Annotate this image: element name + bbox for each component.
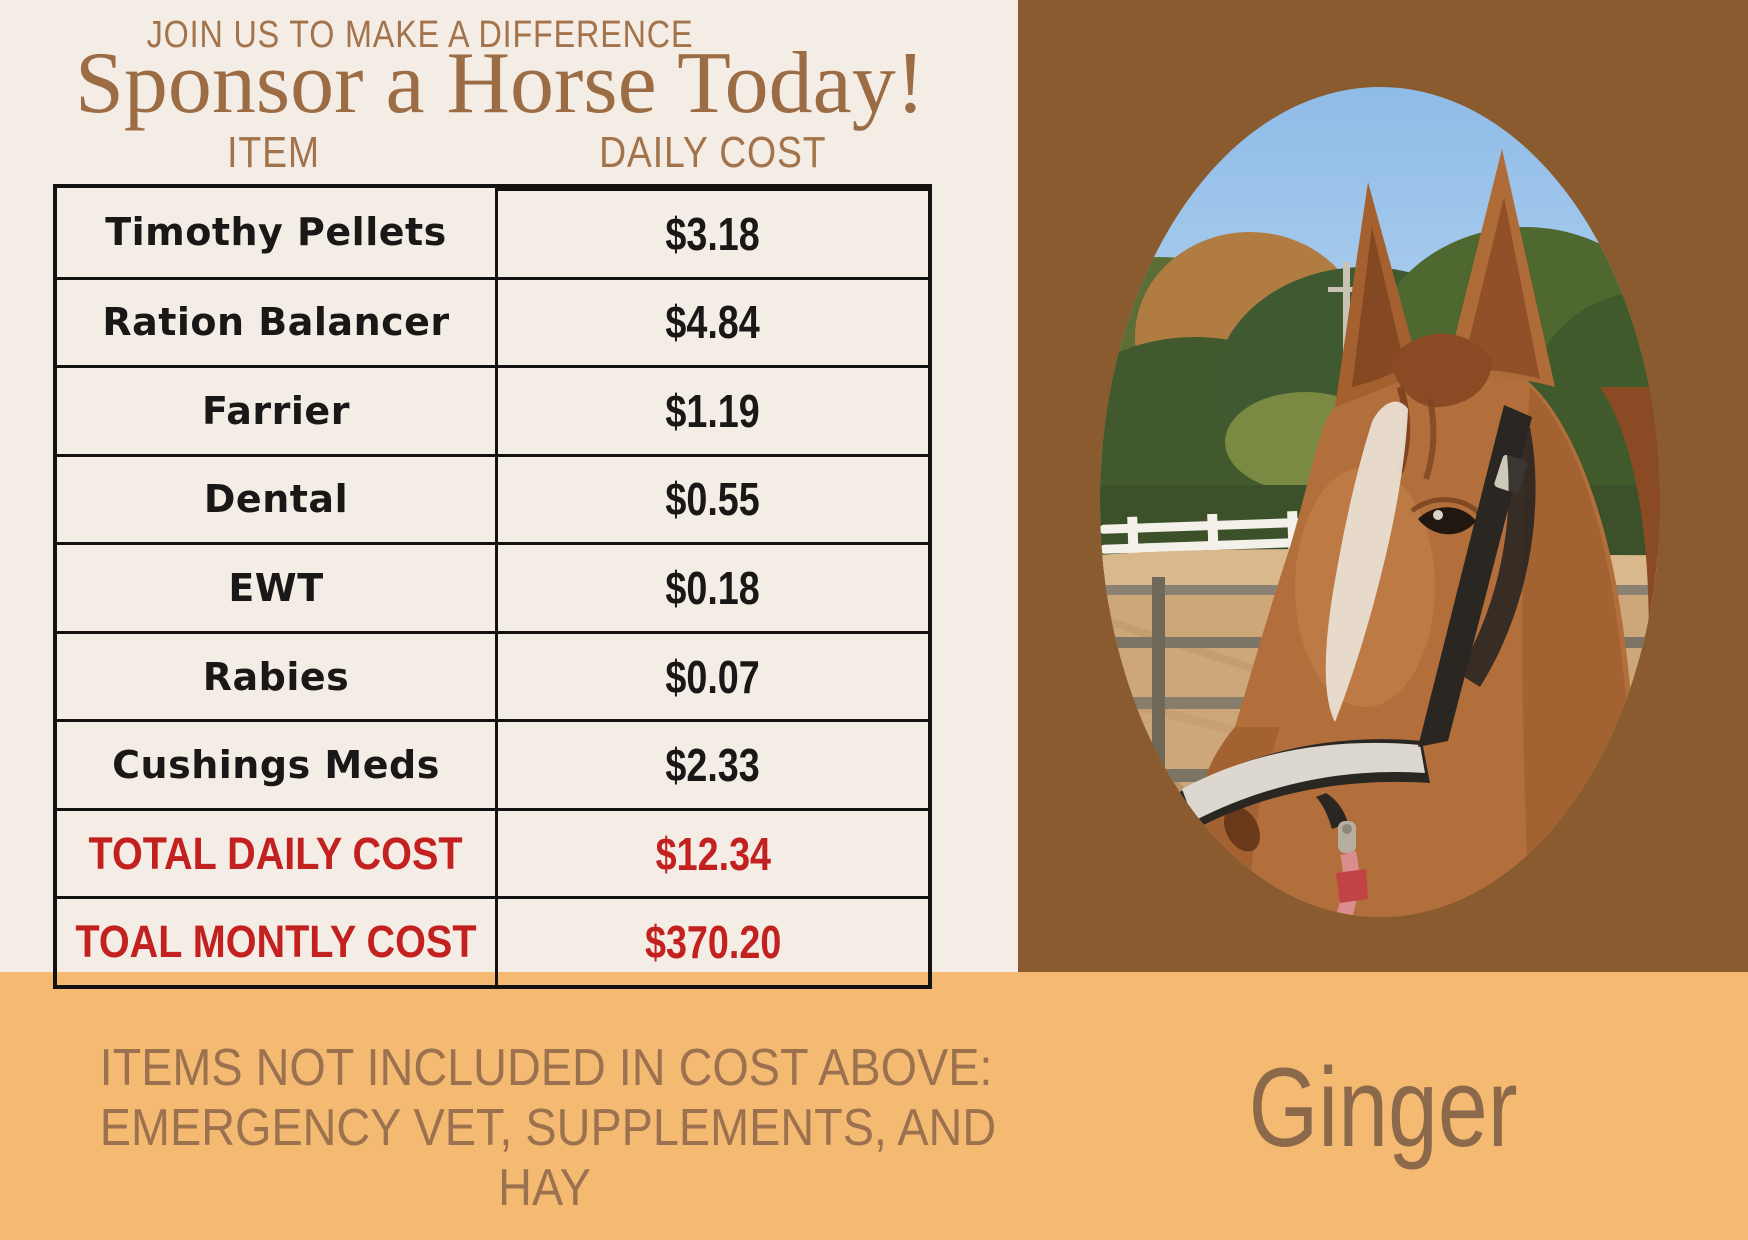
horse-photo xyxy=(1100,87,1660,917)
cost-value: $2.33 xyxy=(665,739,761,792)
cost-value: $4.84 xyxy=(665,296,761,349)
cost-value: $3.18 xyxy=(665,207,761,260)
table-cell-item: Ration Balancer xyxy=(57,276,498,366)
table-cell-item: Rabies xyxy=(57,630,498,720)
item-label: Ration Balancer xyxy=(102,300,450,345)
item-label: Timothy Pellets xyxy=(105,210,447,255)
table-cell-item: TOTAL DAILY COST xyxy=(57,807,498,897)
item-label: Farrier xyxy=(202,388,350,433)
horse-photo-frame xyxy=(1100,87,1660,917)
table-cell-cost: $12.34 xyxy=(498,807,928,897)
table-cell-item: Cushings Meds xyxy=(57,719,498,808)
cost-value: $370.20 xyxy=(644,916,782,969)
table-cell-cost: $4.84 xyxy=(498,276,928,366)
cost-value: $0.07 xyxy=(665,650,761,703)
table-cell-cost: $2.33 xyxy=(498,719,928,808)
cost-value: $0.18 xyxy=(665,561,761,614)
table-cell-item: Timothy Pellets xyxy=(57,188,498,277)
table-cell-item: TOAL MONTLY COST xyxy=(57,896,498,985)
cost-table: Timothy Pellets $3.18 Ration Balancer $4… xyxy=(53,184,932,989)
item-label: TOAL MONTLY COST xyxy=(75,916,477,968)
page-title: Sponsor a Horse Today! xyxy=(74,35,926,132)
bottom-band xyxy=(0,972,1748,1240)
table-cell-cost: $3.18 xyxy=(498,188,928,277)
note-line: HAY xyxy=(498,1159,592,1217)
item-label: EWT xyxy=(228,565,324,610)
exclusions-note: ITEMS NOT INCLUDED IN COST ABOVE: EMERGE… xyxy=(50,1038,1040,1218)
cost-value: $12.34 xyxy=(655,827,771,880)
column-header-item: ITEM xyxy=(227,128,320,177)
table-cell-item: Farrier xyxy=(57,365,498,454)
column-header-daily-cost: DAILY COST xyxy=(599,128,827,177)
table-cell-item: EWT xyxy=(57,542,498,631)
item-label: Rabies xyxy=(202,654,350,699)
eyebrow-text: JOIN US TO MAKE A DIFFERENCE xyxy=(146,14,694,56)
note-line: EMERGENCY VET, SUPPLEMENTS, AND xyxy=(99,1099,997,1157)
horse-name: Ginger xyxy=(1248,1045,1518,1170)
table-cell-cost: $370.20 xyxy=(498,896,928,985)
table-cell-item: Dental xyxy=(57,453,498,543)
item-label: Dental xyxy=(203,477,349,522)
table-cell-cost: $1.19 xyxy=(498,365,928,454)
table-cell-cost: $0.07 xyxy=(498,630,928,720)
item-label: Cushings Meds xyxy=(112,743,440,788)
table-cell-cost: $0.55 xyxy=(498,453,928,543)
item-label: TOTAL DAILY COST xyxy=(88,827,464,879)
cost-value: $0.55 xyxy=(665,473,761,526)
note-line: ITEMS NOT INCLUDED IN COST ABOVE: xyxy=(99,1039,993,1097)
cost-value: $1.19 xyxy=(665,384,761,437)
table-cell-cost: $0.18 xyxy=(498,542,928,631)
